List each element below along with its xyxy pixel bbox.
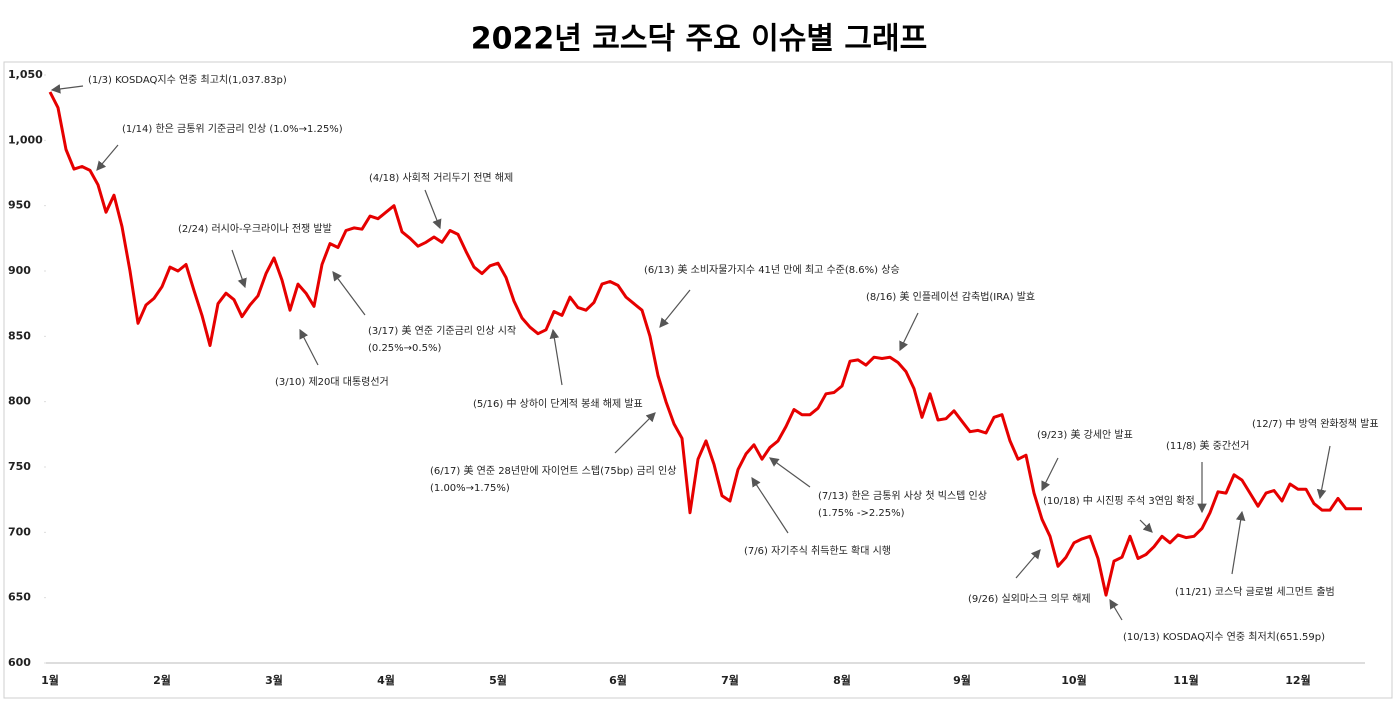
annotation-arrow [1139,519,1153,533]
series-line [48,91,1362,597]
annotation: (10/18) 中 시진핑 주석 3연임 확정 [1043,494,1195,507]
y-tick-label: 600 [8,656,31,669]
annotation: (1.00%→1.75%) [430,483,510,494]
annotation: (0.25%→0.5%) [368,343,441,354]
y-tick-label: 800 [8,395,31,408]
annotation: (9/23) 美 강세안 발표 [1037,428,1133,441]
annotation-arrow [1109,598,1123,621]
annotation-arrow [751,476,789,534]
annotation-arrow [549,328,563,386]
annotation-arrow [1231,510,1246,575]
annotation: (8/16) 美 인플레이션 감축법(IRA) 발효 [866,290,1035,303]
annotation: (1/3) KOSDAQ지수 연중 최고치(1,037.83p) [88,74,287,86]
y-tick-label: 1,050 [8,68,43,81]
annotation: (1/14) 한은 금통위 기준금리 인상 (1.0%→1.25%) [122,122,343,135]
x-tick-label: 3월 [265,673,283,687]
annotation: (7/6) 자기주식 취득한도 확대 시행 [744,545,891,557]
annotation-arrow [96,144,119,171]
annotation: (6/17) 美 연준 28년만에 자이언트 스텝(75bp) 금리 인상 [430,464,676,477]
x-tick-label: 1월 [41,673,59,687]
annotation: (11/21) 코스닥 글로벌 세그먼트 출범 [1175,586,1335,598]
annotation-arrow [1041,457,1059,492]
x-tick-label: 8월 [833,673,851,687]
annotation: (11/8) 美 중간선거 [1166,439,1249,452]
annotation-arrow [769,457,811,488]
y-tick-label: 1,000 [8,133,43,146]
annotation: (7/13) 한은 금통위 사상 첫 빅스텝 인상 [818,489,987,502]
annotation: (6/13) 美 소비자물가지수 41년 만에 최고 수준(8.6%) 상승 [644,263,900,276]
annotation: (3/17) 美 연준 기준금리 인상 시작 [368,324,516,337]
annotation-arrow [659,289,691,328]
x-tick-label: 2월 [153,673,171,687]
annotation-arrow [899,312,919,352]
annotation-arrow [1015,549,1041,579]
annotation-arrow [332,271,366,316]
annotation-arrow [1316,445,1331,500]
x-tick-label: 10월 [1061,673,1086,687]
annotation-arrow [231,249,247,289]
annotation: (2/24) 러시아-우크라이나 전쟁 발발 [178,223,332,235]
annotation-arrow [614,412,656,454]
x-tick-label: 4월 [377,673,395,687]
annotation: (4/18) 사회적 거리두기 전면 해제 [369,171,513,184]
x-tick-label: 9월 [953,673,971,687]
x-tick-label: 11월 [1173,673,1198,687]
annotation-arrow [50,84,84,94]
y-tick-label: 900 [8,264,31,277]
x-tick-label: 5월 [489,673,507,687]
annotation: (1.75% ->2.25%) [818,508,905,519]
x-tick-label: 7월 [721,673,739,687]
annotation-arrow [299,328,319,366]
annotation-arrow [424,189,442,230]
annotation: (12/7) 中 방역 완화정책 발표 [1252,417,1379,430]
y-tick-label: 850 [8,329,31,342]
y-tick-label: 950 [8,199,31,212]
y-tick-label: 700 [8,525,31,538]
annotation: (10/13) KOSDAQ지수 연중 최저치(651.59p) [1123,631,1325,643]
annotation: (5/16) 中 상하이 단계적 봉쇄 해제 발표 [473,397,643,410]
plot-frame [3,61,1393,699]
x-tick-label: 12월 [1285,673,1310,687]
y-tick-label: 650 [8,591,31,604]
chart-title: 2022년 코스닥 주요 이슈별 그래프 [471,22,927,57]
annotation: (9/26) 실외마스크 의무 해제 [968,592,1091,605]
y-tick-label: 750 [8,460,31,473]
x-tick-label: 6월 [609,673,627,687]
annotation: (3/10) 제20대 대통령선거 [275,376,389,388]
